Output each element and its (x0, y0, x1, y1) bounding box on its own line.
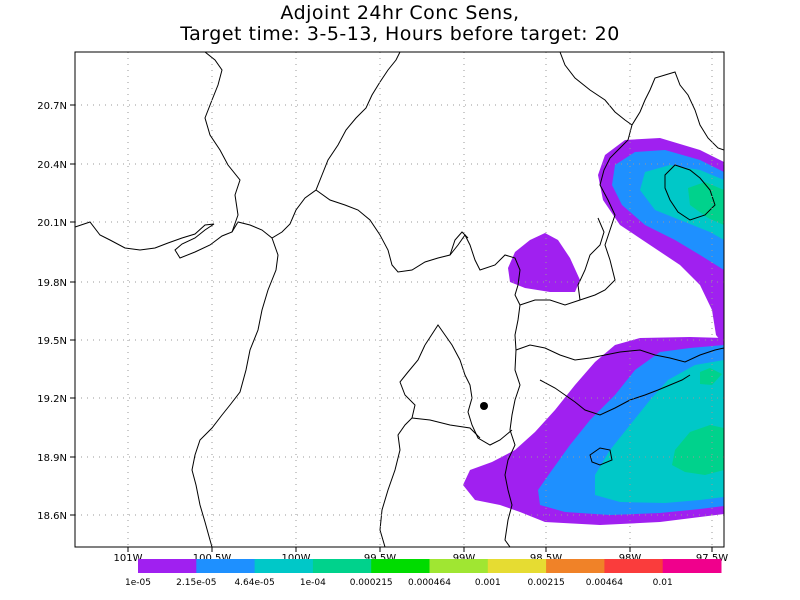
boundary-mexico-state (424, 324, 513, 446)
state-boundaries (75, 52, 724, 547)
colorbar-label: 2.15e-05 (176, 578, 216, 588)
boundary-mexico-state-2 (411, 417, 481, 439)
map-title-line-1: Adjoint 24hr Conc Sens, (280, 2, 520, 24)
boundary-west-1 (75, 52, 401, 259)
colorbar-label: 0.000464 (408, 578, 451, 588)
colorbar-swatch (312, 559, 372, 573)
boundary-ne-detail (664, 164, 716, 221)
colorbar-swatch (662, 559, 722, 573)
x-tick-label: 98.5W (530, 553, 562, 564)
target-location-marker (480, 402, 488, 410)
colorbar-label: 0.00464 (586, 578, 623, 588)
boundary-tlaxcala (589, 447, 613, 466)
x-tick-label: 100W (282, 553, 311, 564)
colorbar-label: 0.000215 (350, 578, 393, 588)
x-tick-label: 99W (453, 553, 476, 564)
boundary-center-n (315, 189, 521, 547)
map-frame (74, 51, 725, 548)
colorbar-swatch (254, 559, 314, 573)
contour-se-green-2 (672, 425, 724, 475)
contour-central-purple (508, 233, 580, 292)
map-title-line-2: Target time: 3-5-13, Hours before target… (180, 23, 620, 45)
colorbar-label: 0.00215 (527, 578, 564, 588)
y-tick-label: 19.5N (37, 336, 67, 347)
y-tick-label: 18.6N (37, 511, 67, 522)
boundary-east-1 (519, 71, 724, 306)
x-tick-label: 97.5W (696, 553, 728, 564)
boundary-east-3 (515, 344, 724, 363)
colorbar-swatch (196, 559, 256, 573)
colorbar-swatch (138, 559, 197, 573)
x-tick-label: 100.5W (193, 553, 232, 564)
colorbar-label: 1e-05 (125, 578, 151, 588)
boundary-east-2 (577, 217, 605, 301)
boundary-morelos-like (379, 344, 426, 547)
y-tick-label: 20.4N (37, 160, 67, 171)
contour-se-green-1 (700, 368, 722, 385)
y-tick-label: 20.7N (37, 101, 67, 112)
y-axis: 20.7N 20.4N 20.1N 19.8N 19.5N 19.2N 18.9N 18.6N (37, 101, 75, 522)
colorbar-swatch (429, 559, 489, 573)
contour-ne-green (688, 182, 724, 225)
boundary-west-2 (191, 237, 279, 547)
x-tick-label: 101W (114, 553, 143, 564)
y-tick-label: 20.1N (37, 218, 67, 229)
colorbar-label: 0.01 (653, 578, 673, 588)
boundary-west-3 (204, 52, 241, 233)
colorbar-swatch (371, 559, 430, 573)
colorbar-label: 0.001 (475, 578, 501, 588)
y-tick-label: 18.9N (37, 453, 67, 464)
x-tick-label: 98W (619, 553, 642, 564)
colorbar-swatch (604, 559, 664, 573)
colorbar-label: 4.64e-05 (234, 578, 274, 588)
sensitivity-contours (463, 138, 724, 525)
y-tick-label: 19.8N (37, 278, 67, 289)
x-tick-label: 99.5W (364, 553, 396, 564)
colorbar-label: 1e-04 (300, 578, 326, 588)
y-tick-label: 19.2N (37, 394, 67, 405)
boundary-north-2 (449, 231, 469, 256)
colorbar: 1e-05 2.15e-05 4.64e-05 1e-04 0.000215 0.0004… (125, 559, 722, 588)
colorbar-swatch (487, 559, 547, 573)
x-axis: 101W 100.5W 100W 99.5W 99W 98.5W 98W 97.5W (114, 547, 728, 564)
boundary-north (559, 52, 633, 126)
graticule (75, 52, 724, 547)
boundary-east-4 (539, 374, 691, 416)
colorbar-swatch (546, 559, 605, 573)
